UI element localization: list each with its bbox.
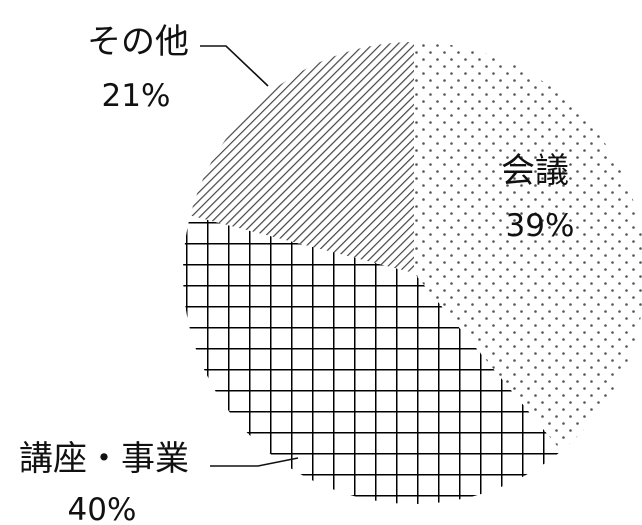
- slice-label-other: その他: [87, 22, 189, 62]
- pie-slice-meeting: [414, 42, 642, 451]
- leader-line-course: [210, 457, 299, 467]
- slice-value-course: 40%: [68, 492, 137, 525]
- slice-label-meeting: 会議: [501, 151, 569, 191]
- slice-value-other: 21%: [102, 78, 171, 114]
- leader-line-other: [200, 45, 269, 87]
- slice-value-meeting: 39%: [506, 208, 575, 244]
- pie-slices: [183, 42, 642, 504]
- pie-slice-other: [190, 42, 414, 273]
- slice-label-course: 講座・事業: [19, 439, 189, 479]
- pie-slice-course: [183, 215, 562, 504]
